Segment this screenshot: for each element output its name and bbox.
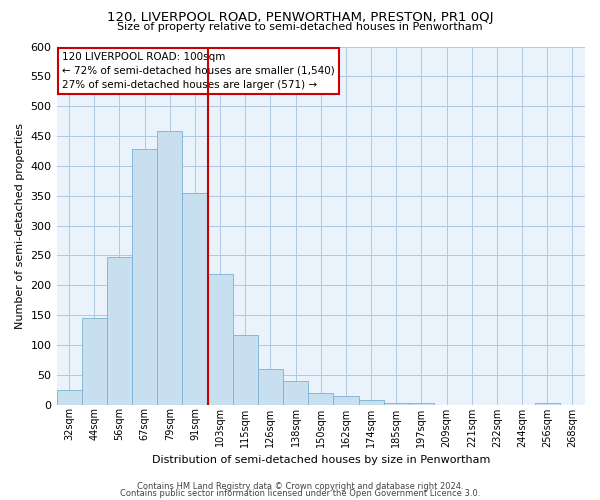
Bar [233,334,258,404]
Y-axis label: Number of semi-detached properties: Number of semi-detached properties [15,122,25,328]
Bar [82,318,107,404]
X-axis label: Distribution of semi-detached houses by size in Penwortham: Distribution of semi-detached houses by … [152,455,490,465]
Bar [182,192,208,404]
Text: Contains HM Land Registry data © Crown copyright and database right 2024.: Contains HM Land Registry data © Crown c… [137,482,463,491]
Bar [258,368,283,404]
Bar [359,400,383,404]
Bar [56,390,82,404]
Bar [308,392,334,404]
Bar [383,402,409,404]
Bar [283,380,308,404]
Text: 120 LIVERPOOL ROAD: 100sqm
← 72% of semi-detached houses are smaller (1,540)
27%: 120 LIVERPOOL ROAD: 100sqm ← 72% of semi… [62,52,335,90]
Bar [132,149,157,405]
Text: Size of property relative to semi-detached houses in Penwortham: Size of property relative to semi-detach… [117,22,483,32]
Bar [157,131,182,404]
Bar [107,256,132,404]
Text: Contains public sector information licensed under the Open Government Licence 3.: Contains public sector information licen… [120,488,480,498]
Bar [208,274,233,404]
Bar [334,396,359,404]
Text: 120, LIVERPOOL ROAD, PENWORTHAM, PRESTON, PR1 0QJ: 120, LIVERPOOL ROAD, PENWORTHAM, PRESTON… [107,11,493,24]
